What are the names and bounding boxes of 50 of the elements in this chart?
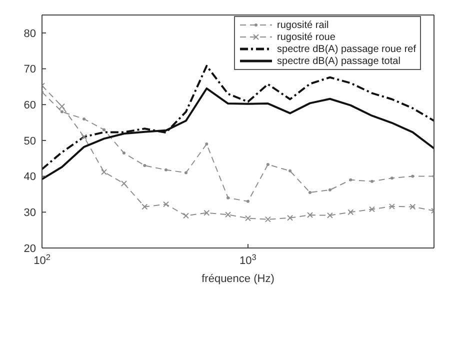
point xyxy=(226,196,230,200)
point xyxy=(288,169,292,172)
x-tick-label: 10$^{2}$ xyxy=(34,252,51,267)
point xyxy=(349,178,352,182)
legend-label: spectre dB(A) passage total xyxy=(277,56,400,66)
point xyxy=(308,190,312,194)
legend-label: rugosité roue xyxy=(277,32,336,42)
point xyxy=(163,201,170,208)
y-tick-label: 70 xyxy=(24,64,36,76)
point xyxy=(410,204,416,210)
point xyxy=(81,134,88,140)
y-tick-label: 40 xyxy=(24,171,36,184)
y-tick-label: 20 xyxy=(24,242,36,255)
point xyxy=(102,128,106,132)
point xyxy=(306,212,313,218)
point xyxy=(58,103,65,110)
point xyxy=(328,188,332,192)
x-axis-title: fréquence (Hz) xyxy=(202,273,274,285)
point xyxy=(244,215,251,222)
point xyxy=(204,210,210,216)
point xyxy=(182,212,189,219)
point xyxy=(266,162,270,166)
y-tick-label: 80 xyxy=(24,28,36,40)
point xyxy=(142,204,148,210)
point xyxy=(390,176,394,180)
point xyxy=(164,168,168,172)
point xyxy=(411,174,414,178)
legend-label: spectre dB(A) passage roue ref xyxy=(277,44,416,54)
x-tick-label: 10$^{3}$ xyxy=(240,252,257,267)
y-tick-label: 30 xyxy=(24,207,36,220)
point xyxy=(264,216,271,222)
point xyxy=(326,212,333,218)
point xyxy=(143,164,146,168)
point xyxy=(370,180,374,183)
point xyxy=(225,212,232,218)
point xyxy=(246,200,250,203)
point xyxy=(348,209,354,216)
point xyxy=(122,152,126,155)
point xyxy=(184,171,188,174)
point xyxy=(388,203,395,210)
y-tick-label: 50 xyxy=(24,135,36,148)
point xyxy=(205,142,208,146)
legend-label: rugosité rail xyxy=(277,20,329,30)
point xyxy=(120,180,127,186)
point xyxy=(101,169,108,176)
point xyxy=(60,110,64,114)
point xyxy=(82,117,86,120)
point xyxy=(287,214,294,221)
y-tick-label: 60 xyxy=(24,100,36,112)
point xyxy=(368,206,375,212)
